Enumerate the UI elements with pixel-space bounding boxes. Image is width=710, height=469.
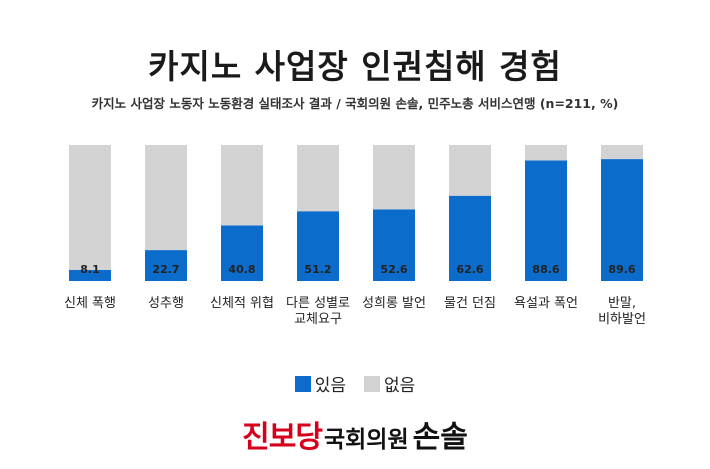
legend-item-yes: 있음 [294,371,346,396]
chart-legend: 있음 없음 [0,371,710,396]
data-label-4: 52.6 [380,263,407,276]
legend-swatch-yes [294,375,311,392]
bar-no-6 [525,145,567,161]
category-label-0-0: 신체 폭행 [64,295,116,311]
data-label-6: 88.6 [532,263,559,276]
bar-yes-2 [221,225,263,281]
data-label-0: 8.1 [80,263,100,276]
data-label-5: 62.6 [456,263,483,276]
bar-no-1 [145,145,187,251]
category-label-3-1: 교체요구 [294,312,342,327]
bar-no-2 [221,145,263,226]
category-label-4-0: 성희롱 발언 [362,296,426,311]
category-label-7-1: 비하발언 [598,312,646,327]
category-label-5-0: 물건 던짐 [444,296,496,311]
bar-yes-7 [601,159,643,281]
legend-swatch-no [364,375,380,392]
category-label-2-0: 신체적 위협 [210,296,274,311]
bar-no-0 [69,145,111,270]
party-logo: 진보당 [242,420,323,455]
bar-yes-5 [449,195,491,281]
member-role: 국회의원 [323,427,409,453]
footer-credit: 진보당 국회의원 손솔 [0,412,710,456]
bar-no-4 [373,145,415,210]
bar-yes-0 [69,269,111,281]
chart-subtitle: 카지노 사업장 노동자 노동환경 실태조사 결과 / 국회의원 손솔, 민주노총… [91,96,619,111]
category-label-3-0: 다른 성별로 [286,296,350,311]
legend-item-no: 없음 [364,371,415,396]
bar-no-5 [449,145,491,196]
bar-yes-3 [297,211,339,281]
data-label-1: 22.7 [152,263,179,276]
legend-label-yes: 있음 [314,376,346,396]
bar-yes-4 [373,209,415,281]
data-label-7: 89.6 [608,263,635,276]
category-label-7-0: 반말, [608,296,636,311]
category-label-1-0: 성추행 [148,295,184,311]
data-label-2: 40.8 [228,263,255,276]
legend-label-no: 없음 [384,376,416,396]
chart-title: 카지노 사업장 인권침해 경험 [148,47,562,86]
member-name: 손솔 [412,420,468,455]
category-label-6-0: 욕설과 폭언 [514,296,578,311]
bar-yes-6 [525,160,567,281]
bar-no-3 [297,145,339,212]
data-label-3: 51.2 [304,263,331,276]
bar-no-7 [601,145,643,160]
bar-yes-1 [145,250,187,281]
